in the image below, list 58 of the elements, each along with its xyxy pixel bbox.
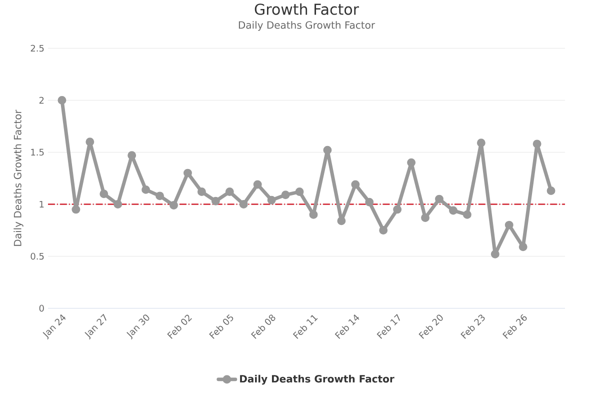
point <box>309 210 318 219</box>
point <box>142 185 150 194</box>
point <box>170 200 178 210</box>
point <box>379 226 388 234</box>
point <box>448 206 458 215</box>
chart-subtitle: Daily Deaths Growth Factor <box>238 20 376 31</box>
x-tick-label: Jan 24 <box>42 314 66 340</box>
point <box>490 250 500 258</box>
point <box>435 194 444 204</box>
point <box>365 198 374 206</box>
x-tick-label: Feb 05 <box>209 314 234 339</box>
y-tick-label: 1.5 <box>31 148 44 156</box>
point <box>239 200 248 208</box>
x-tick-label: Feb 14 <box>334 314 360 339</box>
point <box>128 151 136 160</box>
point <box>393 205 402 214</box>
point <box>281 190 290 199</box>
point <box>267 196 276 204</box>
point <box>295 187 304 196</box>
point <box>546 186 556 195</box>
legend-label: Daily Deaths Growth Factor <box>240 374 394 384</box>
x-tick-label: Feb 08 <box>251 314 276 339</box>
y-tick-label: 0.5 <box>30 252 44 260</box>
point <box>211 196 220 206</box>
point <box>407 158 416 167</box>
y-tick-label: 2.5 <box>30 44 44 52</box>
point <box>253 180 262 189</box>
point <box>518 242 528 252</box>
point <box>421 213 430 222</box>
point <box>197 187 206 196</box>
y-axis-title: Daily Deaths Growth Factor <box>14 110 24 246</box>
point <box>183 168 192 178</box>
point <box>323 146 332 154</box>
point <box>72 205 80 214</box>
point <box>351 180 360 189</box>
point <box>58 96 66 104</box>
point <box>156 192 164 200</box>
point <box>462 210 472 219</box>
point <box>225 187 234 196</box>
x-tick-label: Feb 17 <box>376 314 400 339</box>
x-tick-label: Feb 26 <box>502 314 527 339</box>
y-tick-label: 0 <box>39 304 44 312</box>
point <box>532 140 542 148</box>
y-tick-label: 1 <box>40 200 44 208</box>
chart-title: Growth Factor <box>254 3 360 15</box>
y-tick-label: 2 <box>39 96 44 104</box>
x-tick-label: Feb 02 <box>167 314 192 339</box>
point <box>476 138 486 147</box>
point <box>504 220 514 230</box>
x-tick-label: Jan 30 <box>126 314 150 340</box>
x-tick-label: Feb 20 <box>418 314 443 339</box>
point <box>337 216 346 225</box>
point <box>86 137 94 146</box>
x-tick-label: Feb 11 <box>292 314 318 339</box>
point <box>100 189 108 198</box>
x-tick-label: Feb 23 <box>460 314 485 339</box>
point <box>114 200 122 208</box>
x-tick-label: Jan 27 <box>84 314 106 340</box>
